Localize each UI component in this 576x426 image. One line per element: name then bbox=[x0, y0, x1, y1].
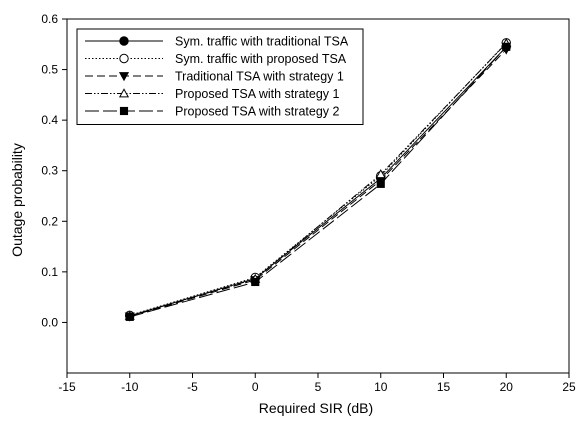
y-axis-label: Outage probability bbox=[9, 143, 25, 257]
legend-marker bbox=[119, 36, 129, 46]
y-tick-label: 0.2 bbox=[41, 214, 58, 228]
legend: Sym. traffic with traditional TSA Sym. tr… bbox=[76, 28, 364, 125]
data-point bbox=[251, 277, 260, 287]
x-tick-label: 0 bbox=[252, 380, 259, 394]
series-line bbox=[129, 46, 507, 318]
x-tick-label: 25 bbox=[562, 380, 576, 394]
series-5 bbox=[125, 42, 511, 321]
x-tick-label: 5 bbox=[315, 380, 322, 394]
x-axis-label: Required SIR (dB) bbox=[259, 400, 373, 416]
data-point bbox=[502, 42, 511, 51]
legend-label: Proposed TSA with strategy 1 bbox=[175, 87, 339, 101]
legend-label: Traditional TSA with strategy 1 bbox=[175, 70, 344, 84]
y-tick-label: 0.1 bbox=[41, 265, 58, 279]
legend-marker bbox=[118, 72, 130, 82]
series-line bbox=[129, 48, 507, 317]
y-tick-label: 0.0 bbox=[41, 315, 58, 329]
legend-marker bbox=[118, 88, 130, 98]
y-tick-label: 0.4 bbox=[41, 113, 58, 127]
legend-label: Sym. traffic with traditional TSA bbox=[175, 35, 349, 49]
axes: -15 -10 -5 0 5 10 15 20 25 0.0 0.1 0.2 0.3 0.4 0.5 0.6 bbox=[41, 12, 576, 394]
y-tick-label: 0.5 bbox=[41, 63, 58, 77]
legend-marker bbox=[119, 53, 129, 64]
x-tick-label: -10 bbox=[121, 380, 139, 394]
data-point bbox=[376, 179, 385, 188]
legend-label: Proposed TSA with strategy 2 bbox=[175, 105, 339, 119]
x-tick-label: -5 bbox=[187, 380, 198, 394]
x-tick-label: -15 bbox=[58, 380, 76, 394]
x-tick-label: 10 bbox=[374, 380, 388, 394]
series-line bbox=[129, 42, 507, 317]
plot-area bbox=[124, 38, 512, 322]
y-tick-label: 0.6 bbox=[41, 12, 58, 26]
data-point bbox=[125, 312, 134, 321]
legend-marker bbox=[119, 106, 129, 116]
data-point bbox=[375, 169, 386, 179]
legend-label: Sym. traffic with proposed TSA bbox=[175, 52, 347, 66]
y-tick-label: 0.3 bbox=[41, 164, 58, 178]
x-tick-label: 15 bbox=[437, 380, 451, 394]
x-tick-label: 20 bbox=[500, 380, 514, 394]
